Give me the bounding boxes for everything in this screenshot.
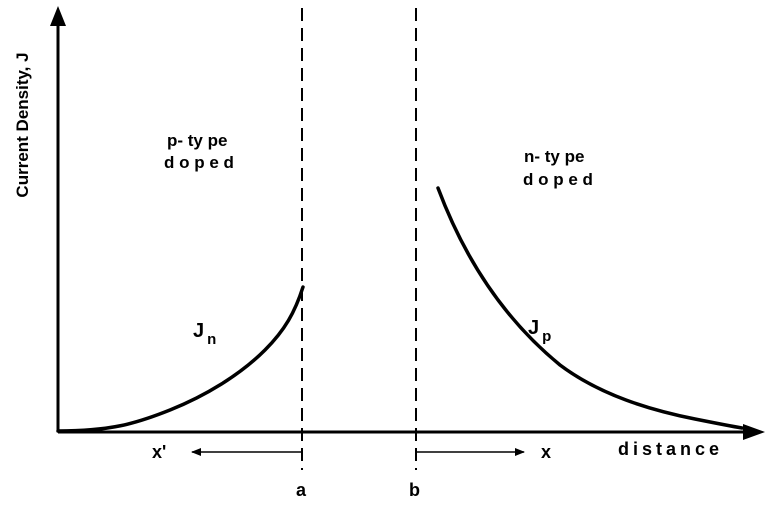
boundary-b-label: b: [409, 480, 420, 500]
x-prime-label: x': [152, 442, 166, 462]
p-type-label-line2: d o p e d: [164, 153, 234, 172]
jp-curve: [436, 186, 744, 430]
n-type-label-line1: n- ty pe: [524, 147, 584, 166]
boundary-a-label: a: [296, 480, 307, 500]
x-axis-arrowhead: [743, 424, 765, 440]
n-type-label-line2: d o p e d: [523, 170, 593, 189]
y-axis-label: Current Density, J: [13, 52, 32, 197]
x-axis-label: distance: [618, 439, 723, 459]
p-type-label-line1: p- ty pe: [167, 131, 227, 150]
jn-curve: [56, 285, 305, 433]
y-axis-arrowhead: [50, 6, 66, 26]
x-label: x: [541, 442, 551, 462]
